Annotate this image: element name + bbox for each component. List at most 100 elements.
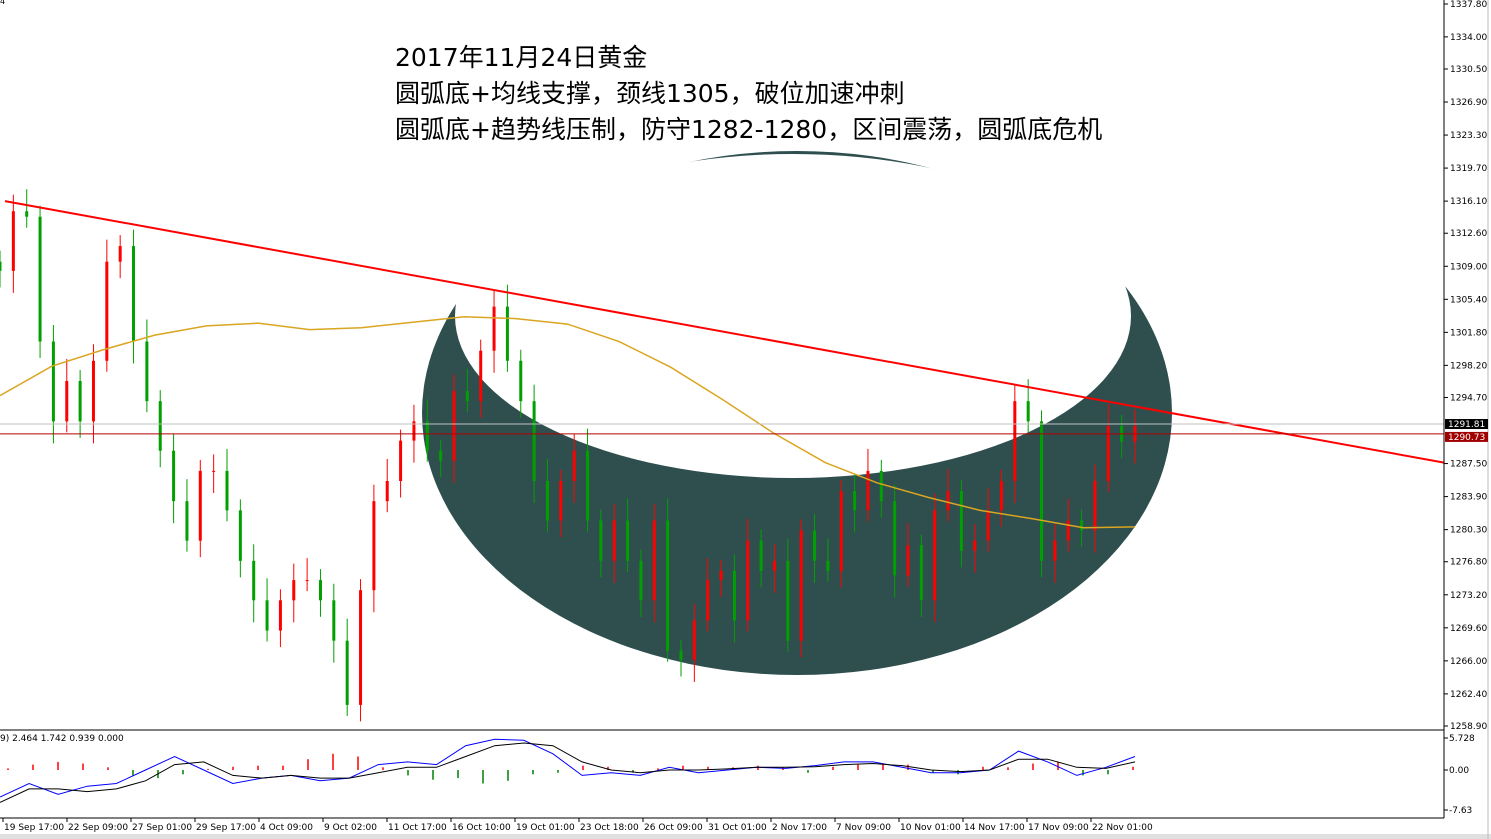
annotation-line-1: 2017年11月24日黄金 [395,43,648,72]
x-tick-label: 19 Sep 17:00 [4,823,64,833]
y-tick-label: 1258.90 [1450,722,1487,732]
candle-body [132,246,136,342]
y-tick-label: 1280.30 [1450,526,1487,536]
y-tick-label: 1309.00 [1450,262,1487,272]
ind-tick-label: 5.728 [1449,734,1475,744]
candle-body [519,360,523,402]
chart-annotation: 2017年11月24日黄金 圆弧底+均线支撑，颈线1305，破位加速冲刺 圆弧底… [395,40,1102,148]
price-label-bg [1445,419,1488,430]
y-tick-label: 1266.00 [1450,657,1487,667]
bottom-strip [0,834,1491,839]
candle-body [612,520,616,561]
candle-body [225,470,229,511]
candle-body [399,440,403,481]
candle-body [25,211,29,217]
trendline [4,200,1445,464]
candle-body [185,501,189,541]
candle-body [559,480,563,521]
candle-body [772,560,776,571]
candle-body [839,491,843,571]
y-tick-label: 1319.70 [1450,164,1487,174]
candle-body [252,560,256,601]
x-tick-label: 11 Oct 17:00 [388,823,447,833]
candle-body [212,470,216,472]
x-tick-label: 29 Sep 17:00 [196,823,256,833]
candle-body [786,560,790,641]
candle-body [706,580,710,621]
y-tick-label: 1330.50 [1450,65,1487,75]
price-label-bid: 1291.81 [1448,420,1485,430]
candle-body [919,545,923,601]
candle-body [879,470,883,502]
candle-body [385,480,389,502]
candle-body [572,450,576,481]
candle-body [999,480,1003,511]
candle-body [639,560,643,601]
candle-body [532,401,536,481]
annotation-line-2: 圆弧底+均线支撑，颈线1305，破位加速冲刺 [395,79,905,108]
ellipse-inner [455,154,1131,478]
y-tick-label: 1283.90 [1450,493,1487,503]
candle-body [38,216,42,342]
y-tick-label: 1298.20 [1450,361,1487,371]
y-tick-label: 1323.30 [1450,131,1487,141]
candle-body [866,470,870,511]
x-tick-label: 10 Nov 01:00 [900,823,961,833]
candle-body [91,360,95,422]
candle-body [826,560,830,571]
x-tick-label: 16 Oct 10:00 [452,823,511,833]
candle-body [906,545,910,576]
candle-body [305,580,309,582]
candle-body [1040,421,1044,561]
x-tick-label: 4 Oct 09:00 [260,823,313,833]
candle-body [973,540,977,551]
candle-body [652,520,656,601]
y-tick-label: 1287.50 [1450,460,1487,470]
candle-body [479,350,483,402]
candle-body [238,510,242,561]
candle-body [425,421,429,451]
candle-body [145,341,149,402]
y-tick-label: 1301.80 [1450,328,1487,338]
candle-body [505,306,509,361]
x-tick-label: 2 Nov 17:00 [772,823,827,833]
candle-body [265,600,269,631]
y-tick-label: 1262.40 [1450,690,1487,700]
candle-body [626,520,630,561]
candle-body [679,650,683,660]
candle-body [959,491,963,551]
corner-label: 4 [0,0,6,6]
candle-body [118,246,122,262]
candle-body [11,211,15,271]
candle-body [292,580,296,601]
candle-body [719,570,723,581]
y-tick-label: 1294.70 [1450,393,1487,403]
annotation-line-3: 圆弧底+趋势线压制，防守1282-1280，区间震荡，圆弧底危机 [395,115,1103,144]
candle-body [1013,401,1017,481]
candle-body [105,261,109,361]
candle-body [893,501,897,576]
candle-body [158,401,162,451]
y-tick-label: 1269.60 [1450,624,1487,634]
candle-body [0,261,2,271]
ind-tick-label: 0.00 [1449,766,1469,776]
x-tick-label: 9 Oct 02:00 [324,823,377,833]
candle-body [933,510,937,601]
y-tick-label: 1312.60 [1450,229,1487,239]
candle-body [465,391,469,402]
moving-average-line [0,315,1136,529]
candle-body [853,491,857,511]
price-label-bg [1445,431,1488,442]
x-tick-label: 17 Nov 09:00 [1028,823,1089,833]
y-tick-label: 1326.90 [1450,98,1487,108]
fast-line [0,738,1136,798]
y-tick-label: 1337.80 [1450,0,1487,10]
candle-body [452,391,456,461]
x-tick-label: 14 Nov 17:00 [964,823,1025,833]
price-label-ask: 1290.73 [1448,433,1485,443]
candle-body [345,640,349,705]
x-tick-label: 22 Nov 01:00 [1092,823,1153,833]
x-tick-label: 22 Sep 09:00 [68,823,128,833]
y-tick-label: 1276.80 [1450,558,1487,568]
